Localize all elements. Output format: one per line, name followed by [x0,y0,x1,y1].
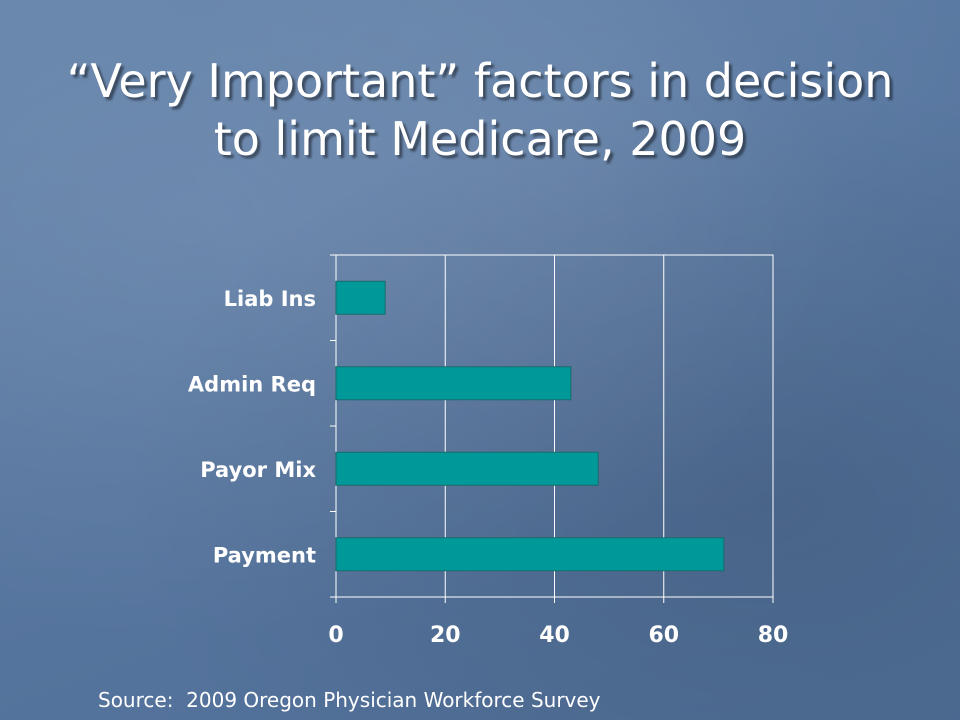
source-note: Source: 2009 Oregon Physician Workforce … [98,688,601,712]
x-tick-label-80: 80 [758,623,789,648]
category-label-payor-mix: Payor Mix [200,458,316,482]
category-label-admin-req: Admin Req [188,372,316,396]
title-line-1: “Very Important” factors in decision [66,54,894,108]
x-tick-label-60: 60 [648,623,679,648]
bar-liab-ins [335,280,386,315]
x-tick-label-40: 40 [539,623,570,648]
bar-payor-mix [335,451,599,486]
category-label-payment: Payment [213,543,316,567]
x-tick-label-20: 20 [430,623,461,648]
bar-admin-req [335,366,572,401]
title-line-2: to limit Medicare, 2009 [213,112,747,166]
x-tick-label-0: 0 [328,623,343,648]
slide-title: “Very Important” factors in decision to … [0,52,960,168]
category-label-liab-ins: Liab Ins [224,287,316,311]
bar-payment [335,537,725,572]
